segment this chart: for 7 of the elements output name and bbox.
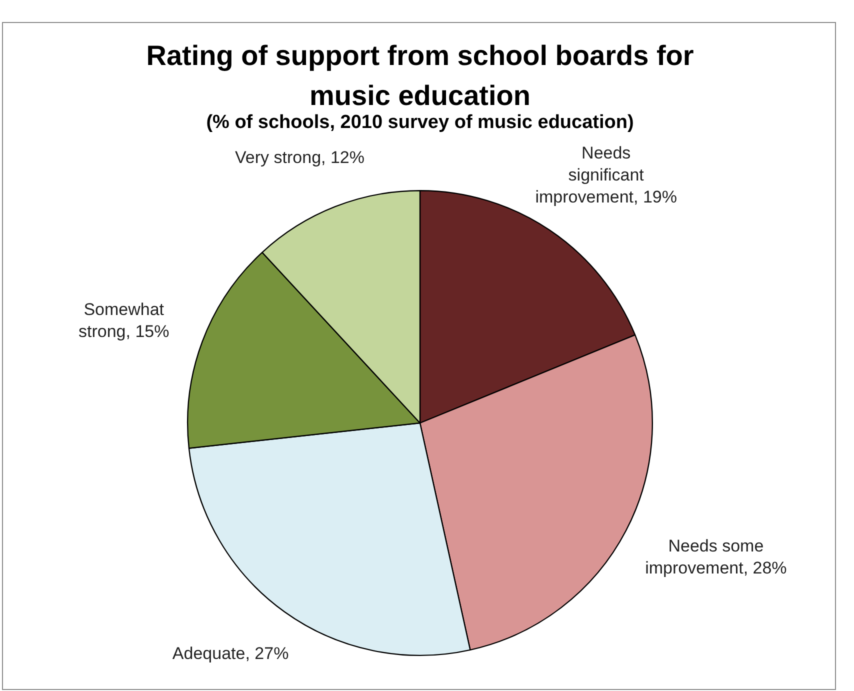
slice-label: Somewhat strong, 15% [78, 300, 170, 341]
slice-label: Adequate, 27% [172, 644, 289, 663]
chart-title: Rating of support from school boards for music education [146, 40, 694, 111]
chart-subtitle: (% of schools, 2010 survey of music education) [205, 112, 635, 134]
slice-label: Needs some improvement, 28% [645, 536, 787, 578]
slice-label: Needs significant improvement, 19% [535, 144, 677, 207]
slice-label: Very strong, 12% [235, 148, 365, 167]
